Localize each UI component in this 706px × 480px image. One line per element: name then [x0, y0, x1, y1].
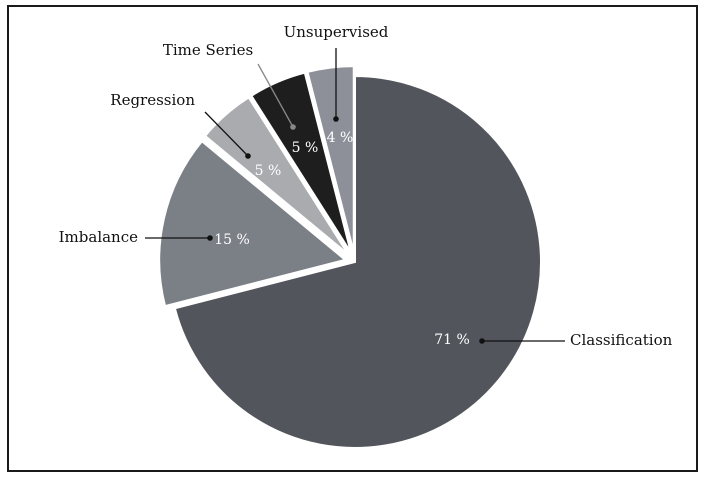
pie-slice-regression: [203, 96, 350, 256]
leader-line-time-series: [257, 63, 294, 128]
value-label-time-series: 5 %: [292, 140, 319, 156]
value-label-imbalance: 15 %: [214, 232, 250, 248]
leader-dot-time-series: [290, 124, 296, 130]
pie-slice-classification: [173, 74, 542, 449]
value-label-classification: 71 %: [434, 332, 470, 348]
leader-dot-classification: [479, 338, 485, 344]
value-label-regression: 5 %: [255, 163, 282, 179]
leader-line-regression: [204, 111, 249, 157]
leader-dot-unsupervised: [333, 116, 339, 122]
pie-slice-time-series: [249, 71, 352, 254]
category-label-regression: Regression: [110, 91, 195, 109]
pie-slice-unsupervised: [306, 65, 355, 253]
category-label-classification: Classification: [570, 331, 673, 349]
category-label-unsupervised: Unsupervised: [284, 23, 389, 41]
leader-dot-regression: [245, 153, 251, 159]
leader-dot-imbalance: [207, 235, 213, 241]
pie-slice-imbalance: [158, 139, 348, 308]
category-label-time-series: Time Series: [163, 41, 253, 59]
category-label-imbalance: Imbalance: [59, 228, 138, 246]
value-label-unsupervised: 4 %: [327, 130, 354, 146]
